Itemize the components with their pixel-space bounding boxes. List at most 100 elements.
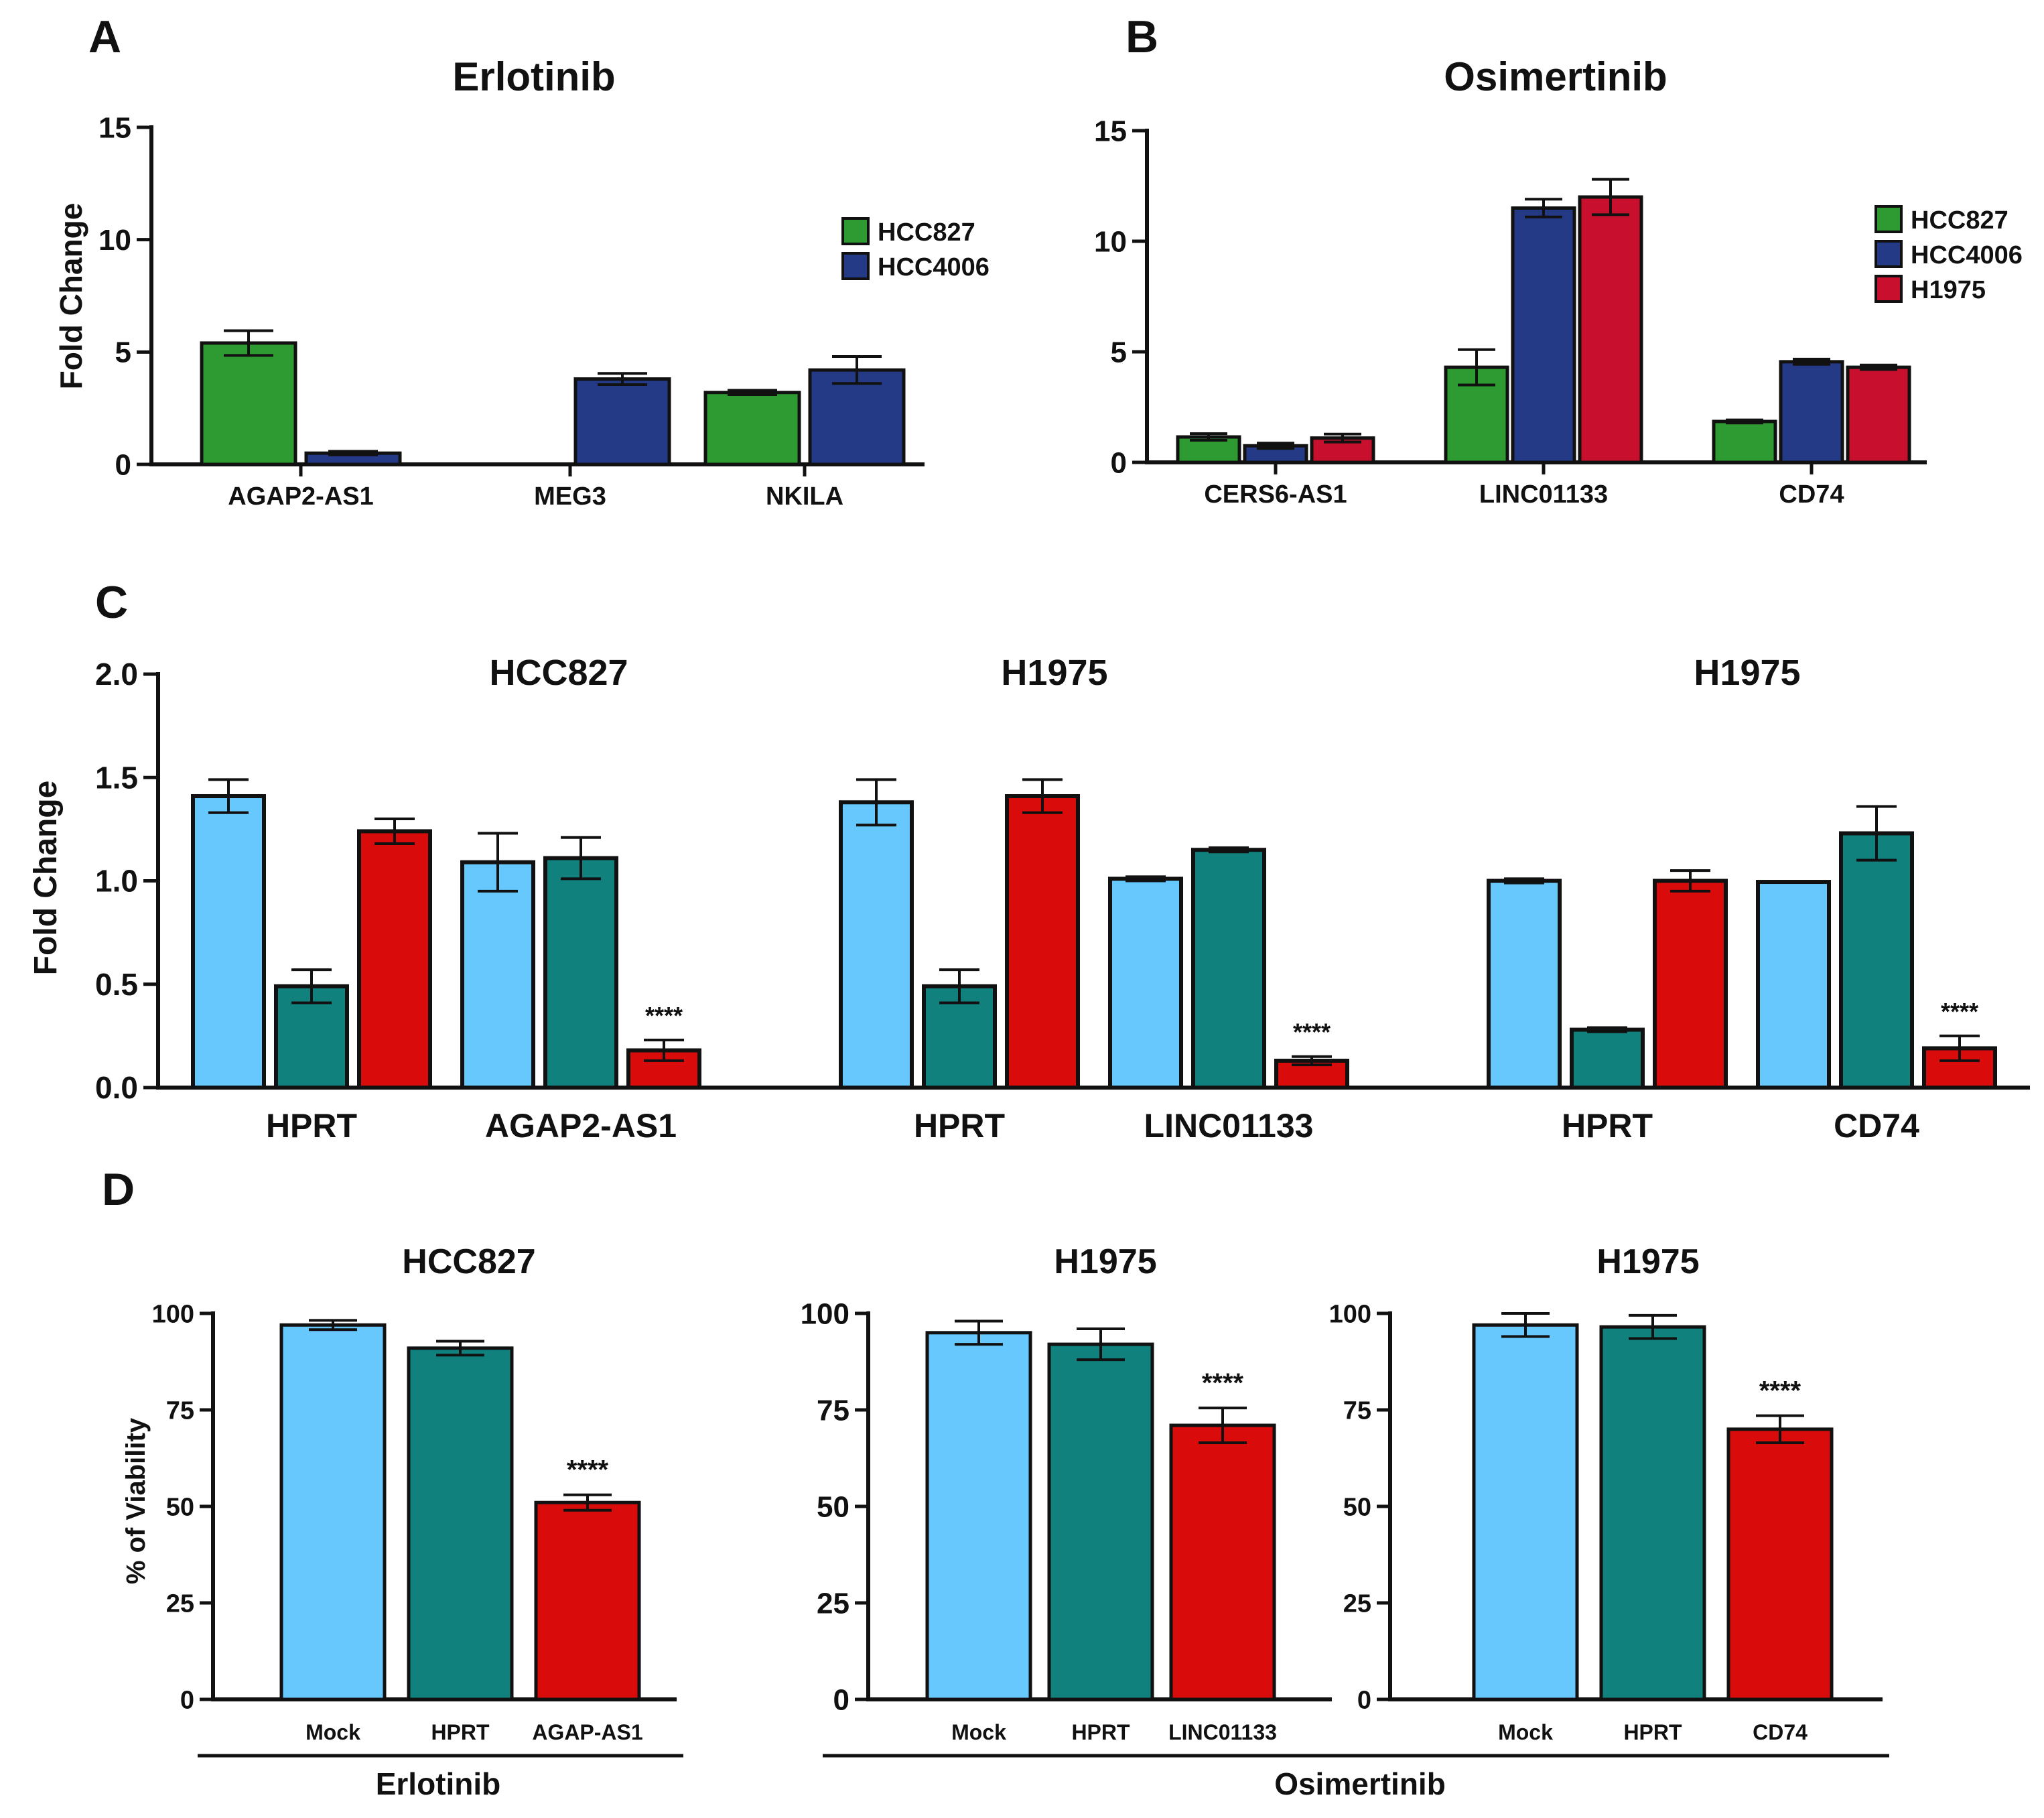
panel-c-bar xyxy=(191,794,266,1090)
panel-d-significance: **** xyxy=(567,1455,609,1485)
panel-c-bar xyxy=(1108,876,1183,1090)
panel-d-y-tick-label: 100 xyxy=(801,1297,849,1330)
panel-d-x-tick-label: Mock xyxy=(305,1720,360,1744)
panel-a-bar xyxy=(808,368,906,466)
panel-c-ylabel: Fold Change xyxy=(28,781,64,976)
panel-c-x-label: HPRT xyxy=(914,1107,1005,1145)
panel-d-ylabel: % of Viability xyxy=(121,1417,151,1584)
panel-a-legend-swatch xyxy=(841,217,870,245)
panel-d-y-tick-label: 25 xyxy=(166,1589,194,1618)
panel-c-x-label: LINC01133 xyxy=(1144,1107,1314,1145)
panel-a-y-tick-label: 5 xyxy=(115,336,131,369)
panel-d-bar xyxy=(925,1331,1032,1701)
panel-d-y-tick-label: 25 xyxy=(1343,1589,1371,1618)
panel-d-subplot-title: H1975 xyxy=(1054,1242,1156,1281)
panel-a-y-tick-label: 15 xyxy=(98,111,131,144)
panel-c-x-label: HPRT xyxy=(266,1107,357,1145)
panel-d-y-tick-label: 100 xyxy=(1329,1300,1371,1328)
panel-d-x-tick-label: Mock xyxy=(1498,1720,1553,1744)
panel-letter-a: A xyxy=(88,11,121,62)
panel-a-bar xyxy=(573,377,671,466)
panel-c-bar xyxy=(1274,1058,1349,1090)
panel-c-bar xyxy=(1005,794,1080,1090)
panel-d-y-tick-label: 25 xyxy=(817,1587,849,1620)
panel-d-y-tick-label: 50 xyxy=(166,1493,194,1521)
panel-b-bar xyxy=(1846,365,1911,464)
panel-b-x-tick-label: CERS6-AS1 xyxy=(1204,480,1347,509)
panel-b-legend-swatch xyxy=(1875,240,1903,268)
panel-d-y-tick-label: 75 xyxy=(1343,1397,1371,1425)
panel-c-bar xyxy=(543,856,618,1090)
panel-d-x-tick-label: HPRT xyxy=(431,1720,490,1744)
panel-b-bar xyxy=(1310,436,1375,464)
panel-c-bar xyxy=(1487,879,1562,1090)
panel-a-legend-label: HCC4006 xyxy=(878,253,990,281)
panel-c-group-title: H1975 xyxy=(1001,653,1107,693)
panel-a-legend-label: HCC827 xyxy=(878,218,975,247)
panel-c-bar xyxy=(1653,879,1728,1090)
panel-c-bar xyxy=(1756,880,1831,1090)
panel-b-bar xyxy=(1779,360,1844,464)
panel-d-x-tick-label: Mock xyxy=(951,1720,1006,1744)
panel-d-y-tick-label: 75 xyxy=(817,1394,849,1427)
panel-a-bar xyxy=(703,391,801,466)
panel-b-legend-label: HCC4006 xyxy=(1911,241,2023,269)
panel-b-y-tick-label: 15 xyxy=(1094,115,1127,147)
panel-c-y-tick-label: 1.5 xyxy=(95,760,138,795)
panel-d-x-tick-label: HPRT xyxy=(1071,1720,1130,1744)
panel-c-x-label: CD74 xyxy=(1834,1107,1919,1145)
panel-c-bar xyxy=(1570,1027,1645,1090)
panel-b-x-tick-label: CD74 xyxy=(1779,480,1844,509)
panel-c-group-title: H1975 xyxy=(1694,653,1800,693)
panel-b-bar xyxy=(1712,419,1777,464)
panel-a-legend-swatch xyxy=(841,252,870,280)
panel-b-y-tick-label: 0 xyxy=(1111,446,1127,479)
panel-d-y-tick-label: 50 xyxy=(1343,1493,1371,1521)
panel-a-ylabel: Fold Change xyxy=(54,203,88,390)
panel-b-legend-swatch xyxy=(1875,205,1903,233)
panel-a-y-tick-label: 0 xyxy=(115,448,131,481)
panel-d-significance: **** xyxy=(1202,1368,1244,1398)
panel-d-bar xyxy=(279,1323,387,1701)
panel-letter-c: C xyxy=(95,577,128,628)
panel-a-title: Erlotinib xyxy=(452,54,615,99)
panel-a-x-tick-label: MEG3 xyxy=(534,482,606,511)
panel-c-bar xyxy=(460,860,535,1090)
panel-c-bar xyxy=(357,829,432,1090)
panel-b-bar xyxy=(1578,195,1643,464)
panel-letter-d: D xyxy=(102,1164,135,1215)
panel-d-x-tick-label: LINC01133 xyxy=(1168,1720,1277,1744)
panel-d-x-tick-label: HPRT xyxy=(1623,1720,1682,1744)
panel-d-y-tick-label: 100 xyxy=(152,1300,194,1328)
panel-d-y-tick-label: 75 xyxy=(166,1397,194,1425)
panel-d-bar xyxy=(1047,1342,1154,1701)
panel-d-y-tick-label: 0 xyxy=(833,1683,849,1716)
panel-d-y-tick-label: 0 xyxy=(180,1686,194,1714)
panel-c-group-title: HCC827 xyxy=(489,653,628,693)
panel-d-bar xyxy=(407,1346,514,1701)
panel-d-bar xyxy=(1599,1325,1706,1701)
panel-b-y-tick-label: 10 xyxy=(1094,225,1127,258)
panel-d-treatment-label: Osimertinib xyxy=(1274,1766,1446,1801)
panel-c-significance: **** xyxy=(645,1002,683,1029)
panel-d-bar xyxy=(1169,1423,1276,1701)
panel-a-y-tick-label: 10 xyxy=(98,224,131,257)
panel-b-x-tick-label: LINC01133 xyxy=(1479,480,1608,509)
panel-c-y-tick-label: 2.0 xyxy=(95,657,138,692)
panel-c-y-tick-label: 0.5 xyxy=(95,967,138,1002)
panel-c-significance: **** xyxy=(1293,1019,1331,1046)
panel-d-subplot-title: H1975 xyxy=(1596,1242,1699,1281)
panel-d-bar xyxy=(534,1500,641,1701)
panel-a-x-tick-label: NKILA xyxy=(766,482,843,511)
panel-b-legend-swatch xyxy=(1875,275,1903,303)
panel-d-bar xyxy=(1472,1323,1579,1701)
panel-c-y-tick-label: 1.0 xyxy=(95,864,138,899)
panel-d-treatment-label: Erlotinib xyxy=(376,1766,501,1801)
panel-a-x-tick-label: AGAP2-AS1 xyxy=(228,482,374,511)
panel-c-x-label: AGAP2-AS1 xyxy=(485,1107,677,1145)
panel-b-bar xyxy=(1511,206,1576,464)
panel-b-y-tick-label: 5 xyxy=(1111,336,1127,369)
panel-d-subplot-title: HCC827 xyxy=(402,1242,535,1281)
panel-b-title: Osimertinib xyxy=(1444,54,1667,99)
